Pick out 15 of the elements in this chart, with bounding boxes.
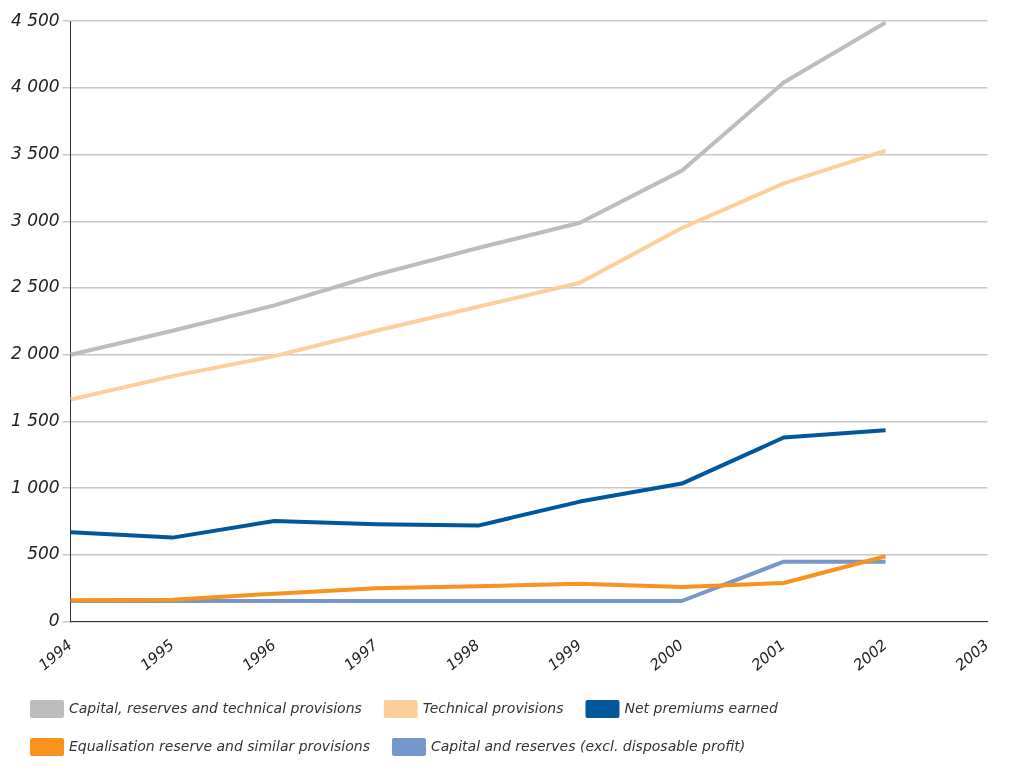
y-tick-label: 2 500 <box>11 276 60 297</box>
y-tick-label: 4 000 <box>11 76 60 97</box>
y-tick-label: 3 000 <box>11 209 60 230</box>
legend-label: Net premiums earned <box>624 699 778 716</box>
y-tick-label: 1 000 <box>11 476 60 497</box>
legend-label: Capital, reserves and technical provisions <box>69 699 362 716</box>
legend-label: Equalisation reserve and similar provisions <box>69 737 370 754</box>
y-tick-label: 4 500 <box>11 9 60 30</box>
y-tick-label: 2 000 <box>11 343 60 364</box>
y-tick-label: 3 500 <box>11 143 60 164</box>
legend-label: Technical provisions <box>422 699 564 716</box>
y-tick-label: 1 500 <box>11 409 60 430</box>
y-tick-label: 0 <box>48 610 60 631</box>
y-tick-label: 500 <box>27 543 60 564</box>
legend-label: Capital and reserves (excl. disposable profit) <box>430 737 746 754</box>
